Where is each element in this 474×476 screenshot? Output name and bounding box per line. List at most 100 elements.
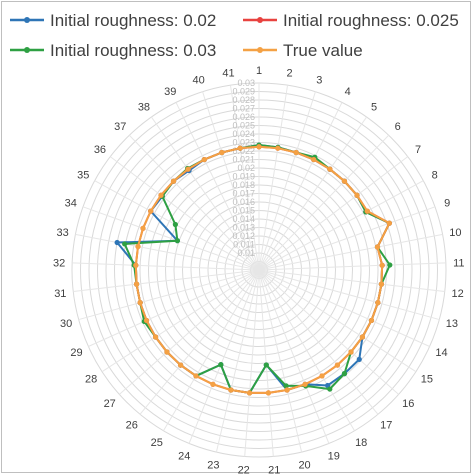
category-label: 13 xyxy=(446,318,458,330)
data-point xyxy=(293,149,299,156)
data-point xyxy=(148,208,154,214)
radial-tick-label: 0.015 xyxy=(232,206,255,216)
legend-item: True value xyxy=(243,41,363,60)
category-label: 29 xyxy=(70,347,82,359)
data-point xyxy=(386,220,392,226)
category-label: 24 xyxy=(178,451,190,463)
data-point xyxy=(135,243,141,250)
data-point xyxy=(246,390,253,396)
radial-tick-labels: 0.010.0110.0120.0130.0140.0150.0160.0170… xyxy=(232,78,255,258)
category-label: 10 xyxy=(449,227,461,239)
data-point xyxy=(327,166,333,172)
data-point xyxy=(348,349,354,355)
category-label: 30 xyxy=(60,318,72,330)
grid-spoke xyxy=(258,269,417,373)
radial-tick-label: 0.024 xyxy=(232,129,255,139)
grid-spoke xyxy=(258,156,409,271)
category-label: 12 xyxy=(452,288,464,300)
data-point xyxy=(140,225,146,231)
data-point xyxy=(218,362,224,368)
legend-swatch-marker xyxy=(257,47,263,53)
series-layer xyxy=(114,142,393,396)
radial-tick-label: 0.027 xyxy=(232,104,255,114)
category-label: 17 xyxy=(380,419,392,431)
radial-tick-label: 0.016 xyxy=(232,197,255,207)
category-label: 16 xyxy=(402,398,414,410)
data-point xyxy=(378,281,385,287)
legend-item: Initial roughness: 0.03 xyxy=(10,41,216,60)
legend-swatch-marker xyxy=(24,17,30,23)
grid-spoke xyxy=(258,269,330,444)
legend-swatch-marker xyxy=(24,47,30,53)
category-label: 3 xyxy=(316,74,322,86)
radial-tick-label: 0.021 xyxy=(232,155,255,165)
data-point xyxy=(311,156,317,163)
data-point xyxy=(152,334,159,340)
data-point xyxy=(379,262,385,268)
data-point xyxy=(375,300,381,306)
data-point xyxy=(164,349,170,355)
data-point xyxy=(356,356,362,362)
category-label: 11 xyxy=(453,257,464,269)
category-label: 37 xyxy=(114,121,126,133)
series-line xyxy=(134,145,391,394)
radial-tick-label: 0.012 xyxy=(232,231,255,241)
radar-grid xyxy=(71,82,447,458)
legend: Initial roughness: 0.02 Initial roughness… xyxy=(10,11,459,60)
radial-tick-label: 0.018 xyxy=(232,180,255,190)
grid-spoke xyxy=(215,269,260,453)
category-label: 40 xyxy=(193,74,205,86)
grid-spoke xyxy=(258,269,440,321)
category-label: 2 xyxy=(286,67,292,79)
data-point xyxy=(172,221,178,228)
category-label: 33 xyxy=(57,227,69,239)
grid-spoke xyxy=(258,180,424,271)
grid-spoke xyxy=(72,262,260,271)
category-label: 34 xyxy=(65,197,77,209)
data-point xyxy=(364,208,370,214)
category-label: 31 xyxy=(54,288,66,300)
data-point xyxy=(256,144,262,150)
radial-tick-label: 0.022 xyxy=(232,146,255,156)
grid-spoke xyxy=(258,269,303,453)
grid-spoke xyxy=(101,269,260,373)
radial-tick-label: 0.011 xyxy=(233,240,255,250)
data-point xyxy=(219,149,225,156)
data-point xyxy=(228,387,234,393)
radial-tick-label: 0.01 xyxy=(237,248,255,258)
data-point xyxy=(137,300,143,306)
data-point xyxy=(341,371,348,377)
data-point xyxy=(368,317,375,324)
radial-tick-label: 0.023 xyxy=(232,138,255,148)
grid-spoke xyxy=(258,102,343,271)
data-point xyxy=(319,373,325,379)
category-label: 26 xyxy=(126,419,138,431)
data-point xyxy=(114,239,120,246)
grid-spoke xyxy=(258,269,399,395)
radial-tick-label: 0.013 xyxy=(232,223,255,233)
category-label: 1 xyxy=(256,65,262,77)
data-point xyxy=(237,145,243,151)
data-point xyxy=(354,192,360,198)
data-point xyxy=(341,178,348,184)
grid-spoke xyxy=(258,269,355,431)
radial-tick-label: 0.028 xyxy=(232,95,255,105)
data-point xyxy=(122,241,128,247)
grid-spoke xyxy=(88,269,260,347)
grid-spoke xyxy=(202,91,260,271)
category-label: 20 xyxy=(298,460,310,472)
grid-spoke xyxy=(258,269,430,347)
category-label: 15 xyxy=(421,374,433,386)
series-4 xyxy=(133,144,392,396)
grid-spoke xyxy=(109,156,260,271)
data-point xyxy=(170,178,177,184)
grid-spoke xyxy=(151,116,260,271)
category-label: 32 xyxy=(53,257,65,269)
legend-label: Initial roughness: 0.025 xyxy=(283,11,459,30)
category-label: 5 xyxy=(371,101,377,113)
category-label: 28 xyxy=(85,374,97,386)
category-label: 6 xyxy=(395,121,401,133)
legend-label: True value xyxy=(283,41,363,60)
